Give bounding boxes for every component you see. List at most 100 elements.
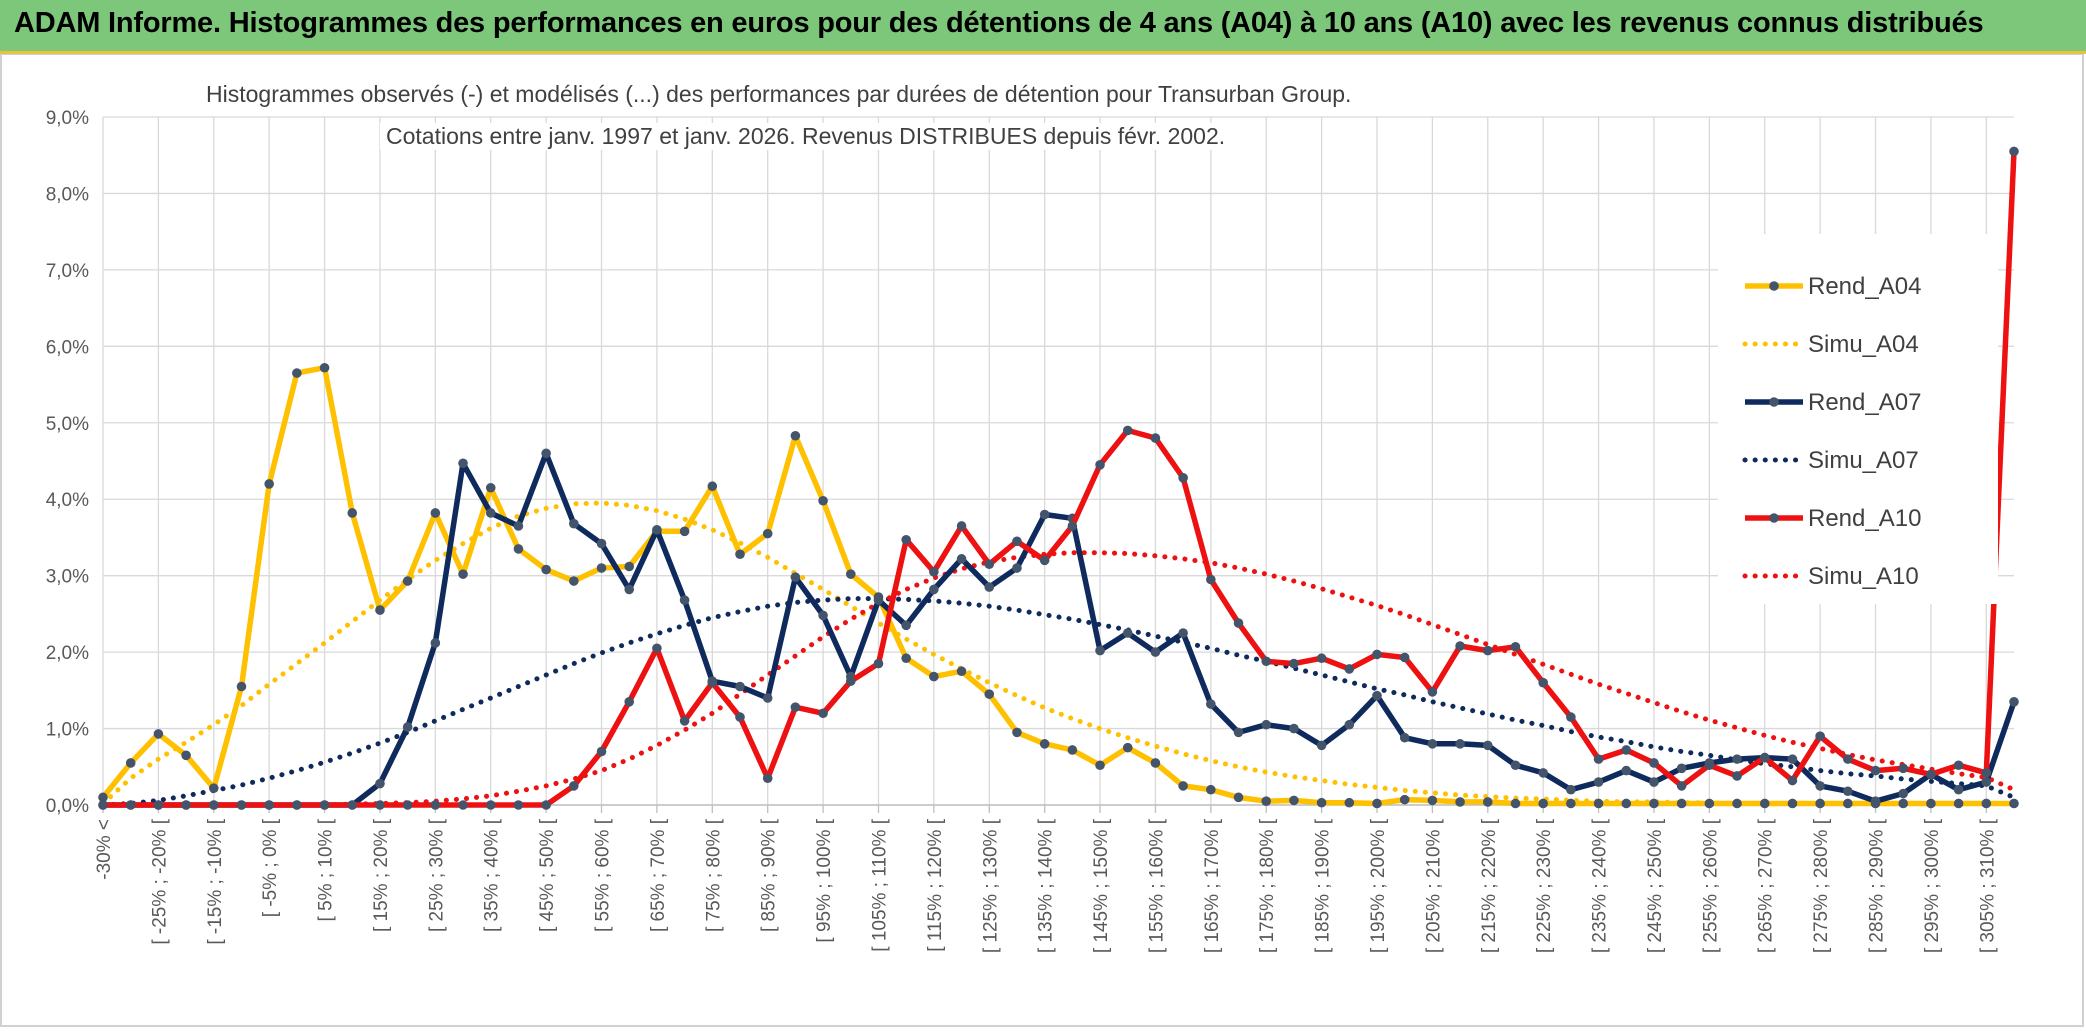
data-point-rend-a10 [1206, 574, 1216, 585]
data-point-rend-a07 [1787, 754, 1798, 764]
data-point-rend-a07 [652, 525, 662, 535]
data-point-rend-a10 [430, 800, 441, 810]
legend-label-simu-a10: Simu_A10 [1808, 563, 1919, 590]
x-tick-label: [ 15% ; 20% [ [371, 818, 392, 932]
x-tick-label: [ 225% ; 230% [ [1534, 818, 1555, 953]
data-point-rend-a10 [956, 521, 967, 531]
data-point-rend-a07 [1150, 647, 1161, 657]
data-point-rend-a04 [818, 495, 828, 506]
x-tick-label: [ 205% ; 210% [ [1423, 818, 1444, 953]
data-point-rend-a04 [1953, 798, 1964, 809]
data-point-rend-a07 [1316, 740, 1327, 751]
y-tick-label: 2,0% [46, 643, 89, 664]
data-point-rend-a07 [901, 620, 911, 631]
data-point-rend-a10 [1178, 473, 1188, 483]
data-point-rend-a04 [1344, 797, 1355, 808]
data-point-rend-a07 [1482, 740, 1493, 751]
x-tick-label: [ 25% ; 30% [ [426, 818, 447, 932]
header-bar: ADAM Informe. Histogrammes des performan… [0, 0, 2086, 54]
data-point-rend-a04 [1926, 798, 1936, 809]
data-point-rend-a04 [458, 569, 468, 579]
data-point-rend-a07 [1039, 509, 1050, 520]
y-tick-label: 3,0% [46, 567, 89, 588]
data-point-rend-a10 [1012, 536, 1022, 547]
data-point-rend-a10 [2009, 146, 2019, 157]
data-point-rend-a07 [375, 778, 385, 789]
x-tick-label: [ 195% ; 200% [ [1368, 818, 1389, 953]
data-point-rend-a10 [1233, 618, 1244, 628]
data-point-rend-a04 [1150, 758, 1161, 768]
x-tick-label: [ 235% ; 240% [ [1590, 818, 1611, 953]
chart-title-line-2: Cotations entre janv. 1997 et janv. 2026… [380, 123, 1232, 150]
data-point-rend-a07 [1981, 777, 1992, 787]
data-point-rend-a07 [402, 722, 413, 732]
x-tick-label: [ 215% ; 220% [ [1479, 818, 1500, 953]
data-point-rend-a10 [1482, 645, 1493, 656]
data-point-rend-a10 [153, 800, 164, 810]
data-point-rend-a04 [956, 666, 967, 677]
data-point-rend-a07 [596, 538, 607, 549]
data-point-rend-a04 [292, 368, 302, 378]
x-tick-label: [ 115% ; 120% [ [925, 818, 946, 951]
x-tick-label: [ 105% ; 110% [ [869, 818, 890, 951]
data-point-rend-a04 [762, 528, 773, 539]
y-tick-label: 5,0% [46, 414, 89, 435]
data-point-rend-a10 [1095, 460, 1105, 470]
data-point-rend-a04 [1482, 797, 1493, 807]
data-point-rend-a04 [790, 430, 801, 441]
data-point-rend-a04 [1510, 798, 1521, 809]
data-point-rend-a10 [762, 773, 773, 784]
data-point-rend-a04 [1455, 797, 1465, 807]
data-point-rend-a04 [153, 729, 164, 739]
data-point-rend-a04 [707, 481, 718, 492]
data-point-rend-a10 [181, 800, 191, 810]
series-line-simu-a10 [100, 550, 2017, 808]
data-point-rend-a10 [1843, 754, 1853, 764]
data-point-rend-a07 [541, 448, 551, 459]
data-point-rend-a10 [1621, 745, 1632, 755]
data-point-rend-a10 [1649, 758, 1659, 768]
data-point-rend-a07 [1289, 723, 1299, 734]
data-point-rend-a04 [1981, 798, 1992, 809]
data-point-rend-a04 [984, 689, 995, 699]
data-point-rend-a10 [1676, 781, 1687, 791]
data-point-rend-a04 [541, 564, 551, 575]
data-point-rend-a10 [818, 708, 828, 719]
data-point-rend-a04 [1676, 798, 1687, 809]
data-point-rend-a10 [319, 800, 330, 810]
x-tick-label: [ 245% ; 250% [ [1645, 818, 1666, 953]
data-point-rend-a04 [845, 569, 856, 579]
legend-label-simu-a07: Simu_A07 [1808, 447, 1919, 474]
x-tick-label: [ 35% ; 40% [ [482, 818, 503, 932]
chart-area: 0,0% 1,0% 2,0% 3,0% 4,0% 5,0% 6,0% 7,0% 8,0% 9,0%… [0, 54, 2084, 1027]
data-point-rend-a04 [1233, 792, 1244, 803]
data-point-rend-a10 [1289, 658, 1299, 669]
data-point-rend-a04 [181, 750, 191, 761]
data-point-rend-a07 [458, 458, 468, 469]
data-point-rend-a10 [735, 712, 745, 722]
legend-box [1718, 234, 1998, 604]
legend-marker-rend-a10 [1769, 513, 1779, 523]
data-point-rend-a04 [1178, 781, 1188, 791]
data-point-rend-a04 [1067, 745, 1078, 755]
data-point-rend-a07 [1953, 784, 1964, 795]
data-point-rend-a10 [1122, 425, 1133, 436]
data-point-rend-a07 [1898, 788, 1909, 799]
data-point-rend-a10 [1815, 731, 1825, 741]
data-point-rend-a10 [1732, 771, 1742, 781]
series-line-simu-a07 [100, 596, 2017, 808]
data-point-rend-a07 [1676, 763, 1687, 774]
x-tick-label: [ 125% ; 130% [ [980, 818, 1001, 953]
data-point-rend-a10 [208, 800, 219, 810]
data-point-rend-a04 [319, 362, 330, 373]
data-point-rend-a07 [679, 595, 690, 605]
data-point-rend-a10 [569, 781, 579, 791]
data-point-rend-a04 [513, 544, 524, 554]
data-point-rend-a07 [929, 584, 939, 595]
data-point-rend-a07 [1178, 628, 1188, 638]
data-point-rend-a04 [901, 653, 911, 664]
x-tick-label: -30% < [94, 819, 115, 880]
x-tick-label: [ 135% ; 140% [ [1036, 818, 1057, 953]
data-point-rend-a10 [901, 534, 911, 545]
data-point-rend-a10 [596, 746, 607, 757]
